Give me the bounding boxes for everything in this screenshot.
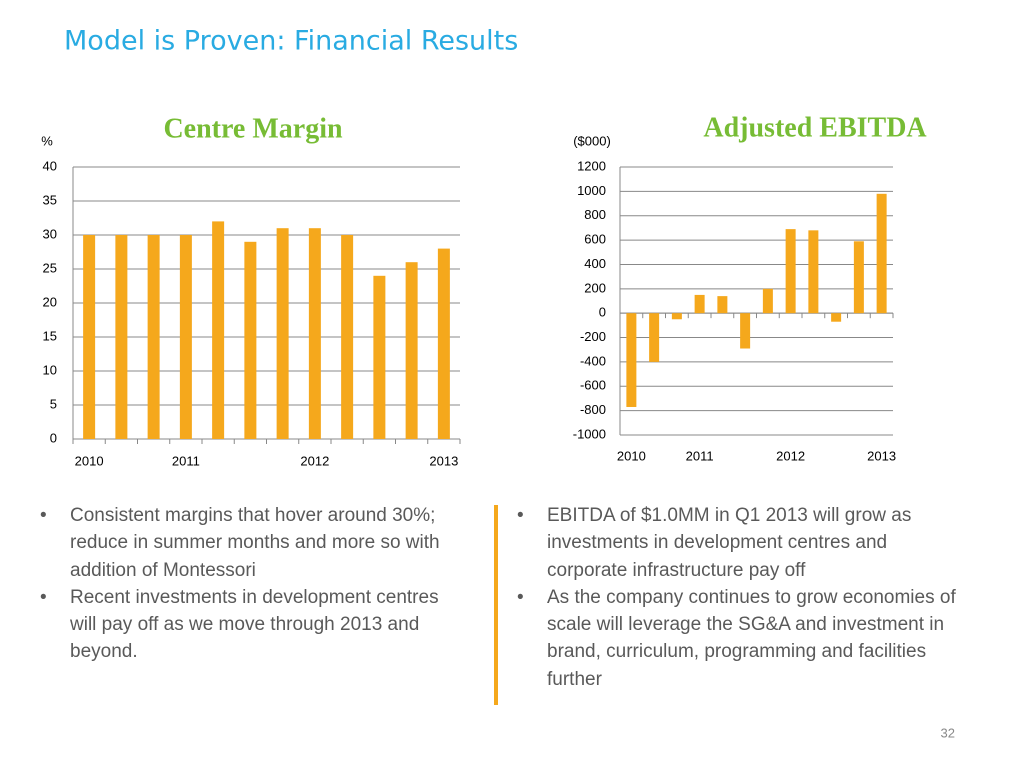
y-tick-label: 5: [50, 396, 57, 411]
bar: [876, 193, 887, 314]
y-tick-label: 800: [584, 207, 606, 222]
y-tick-label: 10: [43, 362, 57, 377]
y-axis-label: %: [41, 133, 53, 148]
y-tick-label: 1200: [577, 158, 606, 173]
chart-title: Centre Margin: [163, 113, 343, 144]
x-tick-label: 2011: [172, 453, 200, 468]
x-tick-label: 2012: [300, 453, 329, 468]
left-bullets: Consistent margins that hover around 30%…: [40, 502, 460, 666]
bar: [115, 235, 128, 439]
bar: [762, 288, 773, 314]
x-tick-label: 2010: [617, 448, 646, 463]
y-tick-label: 1000: [577, 183, 606, 198]
y-tick-label: -1000: [573, 426, 606, 441]
bar: [626, 313, 637, 407]
y-tick-label: 400: [584, 256, 606, 271]
y-tick-label: 40: [43, 158, 57, 173]
bar: [341, 235, 354, 439]
bar: [853, 241, 864, 314]
bar: [308, 228, 321, 439]
y-tick-label: 600: [584, 232, 606, 247]
bar: [405, 262, 418, 439]
bullet: Recent investments in development centre…: [40, 584, 460, 666]
y-tick-label: -600: [580, 378, 606, 393]
chart-title: Adjusted EBITDA: [703, 112, 927, 143]
bar: [276, 228, 289, 439]
y-tick-label: 0: [50, 430, 57, 445]
x-tick-label: 2010: [75, 453, 104, 468]
bar: [179, 235, 192, 439]
bar: [671, 313, 682, 320]
bar: [808, 230, 819, 314]
y-tick-label: 0: [599, 305, 606, 320]
bar: [649, 313, 660, 362]
y-tick-label: -400: [580, 353, 606, 368]
y-tick-label: 25: [43, 260, 57, 275]
bar: [147, 235, 160, 439]
bar: [740, 313, 751, 349]
x-tick-label: 2013: [867, 448, 896, 463]
divider: [494, 505, 498, 705]
right-bullets: EBITDA of $1.0MM in Q1 2013 will grow as…: [517, 502, 957, 693]
bar: [717, 296, 728, 314]
x-tick-label: 2013: [429, 453, 458, 468]
y-tick-label: 15: [43, 328, 57, 343]
bar: [244, 241, 257, 439]
bar: [785, 229, 796, 314]
x-tick-label: 2012: [776, 448, 805, 463]
y-tick-label: 30: [43, 226, 57, 241]
slide-title: Model is Proven: Financial Results: [64, 26, 518, 57]
bar: [83, 235, 96, 439]
bullet: EBITDA of $1.0MM in Q1 2013 will grow as…: [517, 502, 957, 584]
bar: [694, 294, 705, 314]
bar: [437, 248, 450, 439]
bullet: Consistent margins that hover around 30%…: [40, 502, 460, 584]
bullet: As the company continues to grow economi…: [517, 584, 957, 693]
page-number: 32: [941, 725, 955, 740]
y-tick-label: 35: [43, 192, 57, 207]
y-tick-label: -800: [580, 402, 606, 417]
x-tick-label: 2011: [686, 448, 714, 463]
bar: [212, 221, 225, 439]
y-axis-label: ($000): [573, 133, 611, 148]
bar: [373, 275, 386, 439]
y-tick-label: 20: [43, 294, 57, 309]
y-tick-label: 200: [584, 280, 606, 295]
bar: [831, 313, 842, 322]
y-tick-label: -200: [580, 329, 606, 344]
